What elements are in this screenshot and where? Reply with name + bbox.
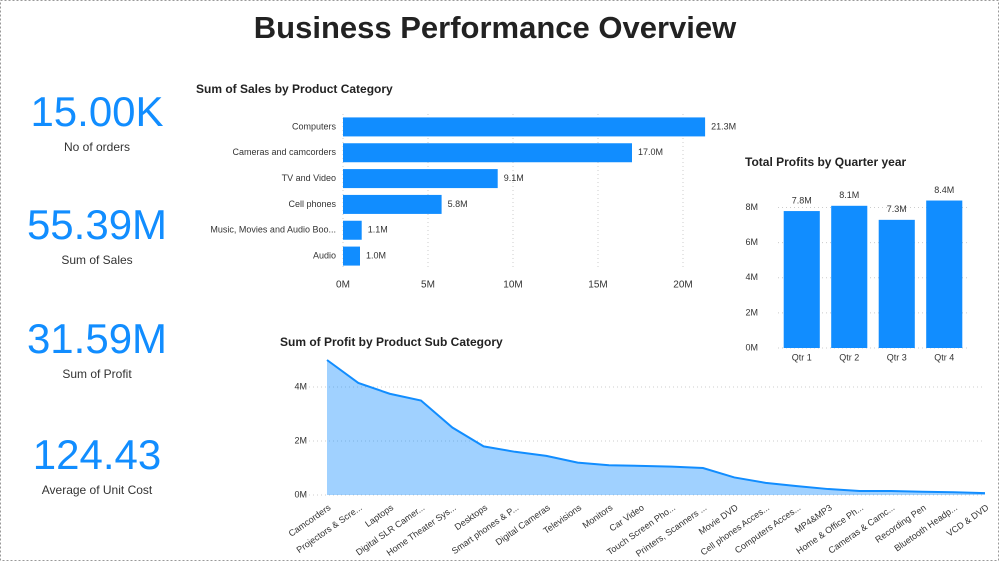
x-tick-label: 5M (421, 280, 435, 291)
y-tick-label: 0M (745, 342, 758, 352)
kpi-label: Average of Unit Cost (42, 483, 153, 497)
data-label: 1.0M (366, 250, 386, 260)
data-label: 7.8M (792, 195, 812, 205)
kpi-label: Sum of Profit (62, 367, 132, 381)
y-tick-label: 4M (294, 381, 307, 391)
kpi-label: Sum of Sales (61, 253, 132, 267)
y-tick-label: Computers (292, 121, 337, 131)
data-label: 5.8M (448, 199, 468, 209)
y-tick-label: 2M (294, 435, 307, 445)
y-tick-label: TV and Video (282, 173, 336, 183)
bar (831, 205, 868, 348)
chart-title: Total Profits by Quarter year (745, 155, 906, 169)
bar (343, 169, 498, 189)
y-tick-label: 8M (745, 202, 758, 212)
kpi-label: No of orders (64, 140, 130, 154)
data-label: 1.1M (368, 225, 388, 235)
x-tick-label: 0M (336, 280, 350, 291)
bar (783, 211, 820, 348)
chart-title: Sum of Sales by Product Category (196, 82, 393, 96)
y-tick-label: Cell phones (288, 199, 336, 209)
data-label: 8.4M (934, 185, 954, 195)
kpi-value: 15.00K (30, 88, 163, 135)
y-tick-label: Audio (313, 250, 336, 260)
bar (343, 194, 442, 214)
bar (343, 246, 360, 266)
area (327, 360, 985, 495)
bar (926, 200, 963, 348)
x-tick-label: Qtr 4 (934, 352, 954, 362)
y-tick-label: 4M (745, 272, 758, 282)
data-label: 17.0M (638, 147, 663, 157)
bar (343, 220, 362, 240)
kpi-value: 31.59M (27, 315, 167, 362)
bar (343, 117, 706, 137)
kpi-value: 124.43 (33, 431, 161, 478)
y-tick-label: Music, Movies and Audio Boo... (210, 225, 336, 235)
area-line (326, 359, 986, 495)
y-tick-label: Cameras and camcorders (232, 147, 336, 157)
data-label: 7.3M (887, 204, 907, 214)
data-label: 21.3M (711, 121, 736, 131)
bar (878, 219, 915, 348)
kpi-value: 55.39M (27, 201, 167, 248)
y-tick-label: 2M (745, 307, 758, 317)
data-label: 9.1M (504, 173, 524, 183)
x-tick-label: Digital Cameras (494, 502, 553, 547)
x-tick-label: 10M (503, 280, 522, 291)
y-tick-label: 0M (294, 489, 307, 499)
x-tick-label: 20M (673, 280, 692, 291)
x-tick-label: 15M (588, 280, 607, 291)
data-label: 8.1M (839, 190, 859, 200)
x-tick-label: Qtr 1 (792, 352, 812, 362)
dashboard-title: Business Performance Overview (254, 10, 737, 45)
x-tick-label: Qtr 3 (887, 352, 907, 362)
chart-title: Sum of Profit by Product Sub Category (280, 335, 503, 349)
y-tick-label: 6M (745, 237, 758, 247)
bar (343, 143, 632, 163)
x-tick-label: Qtr 2 (839, 352, 859, 362)
